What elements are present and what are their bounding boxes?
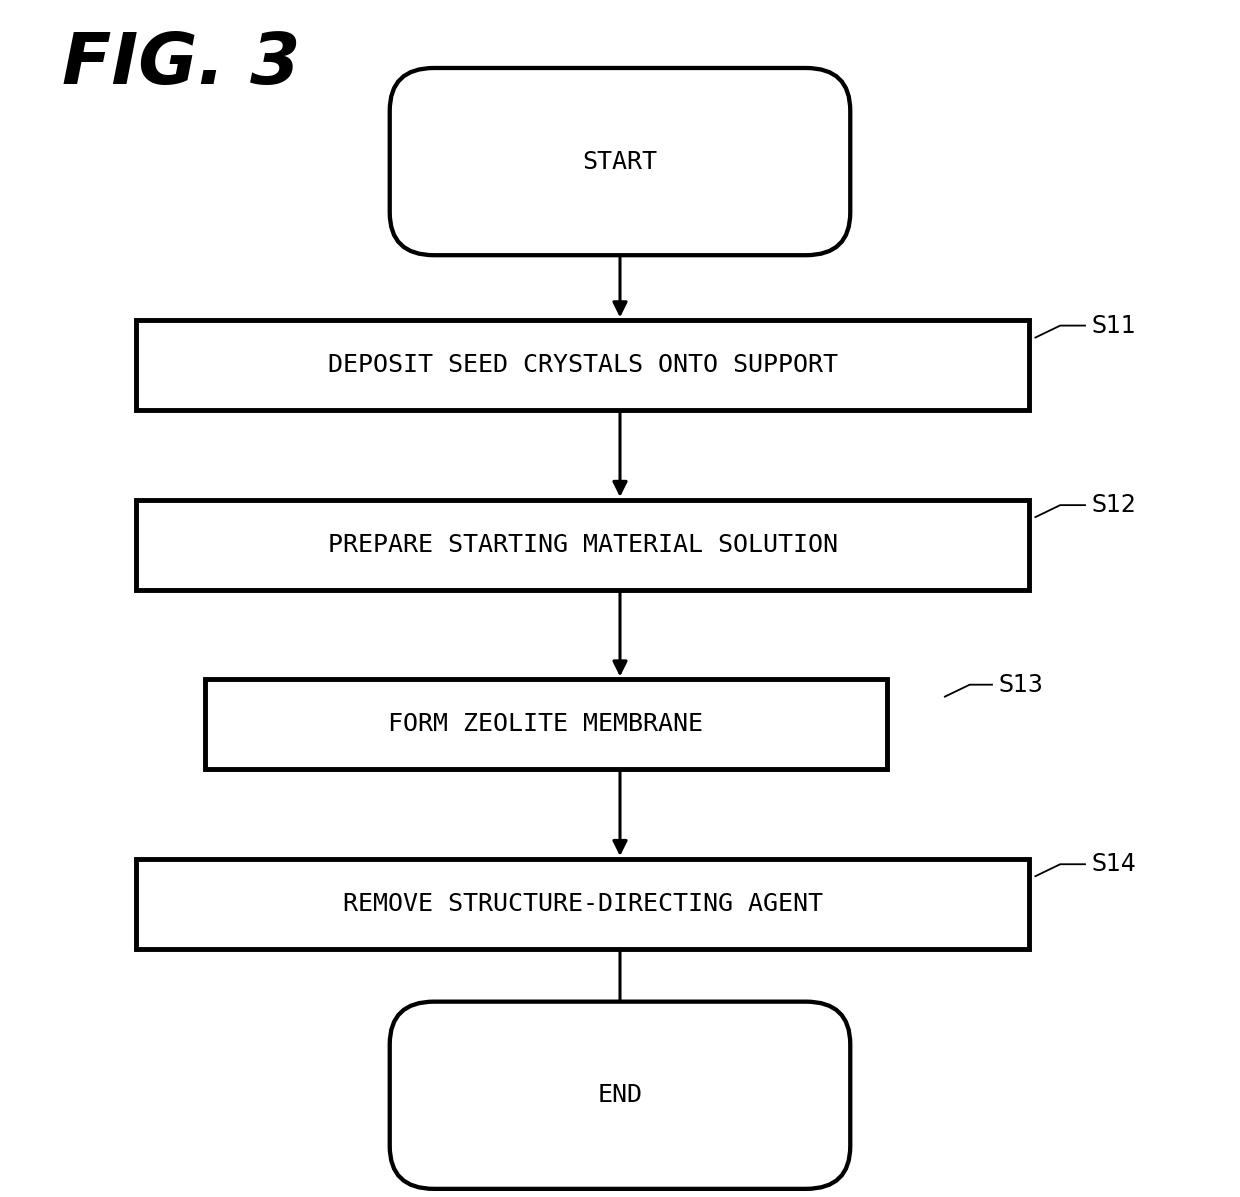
Text: REMOVE STRUCTURE-DIRECTING AGENT: REMOVE STRUCTURE-DIRECTING AGENT: [342, 892, 823, 916]
Text: END: END: [598, 1083, 642, 1107]
Text: S12: S12: [1091, 493, 1136, 517]
Text: S11: S11: [1091, 314, 1136, 338]
Text: FORM ZEOLITE MEMBRANE: FORM ZEOLITE MEMBRANE: [388, 712, 703, 736]
Text: PREPARE STARTING MATERIAL SOLUTION: PREPARE STARTING MATERIAL SOLUTION: [327, 533, 838, 557]
Text: S14: S14: [1091, 852, 1136, 876]
FancyBboxPatch shape: [389, 68, 851, 255]
Bar: [205, 679, 887, 768]
FancyBboxPatch shape: [389, 1002, 851, 1189]
Bar: [136, 321, 1029, 411]
Text: S13: S13: [998, 673, 1043, 697]
Bar: [136, 500, 1029, 589]
Bar: [136, 859, 1029, 948]
Text: DEPOSIT SEED CRYSTALS ONTO SUPPORT: DEPOSIT SEED CRYSTALS ONTO SUPPORT: [327, 353, 838, 377]
Text: FIG. 3: FIG. 3: [62, 30, 300, 99]
Text: START: START: [583, 150, 657, 174]
